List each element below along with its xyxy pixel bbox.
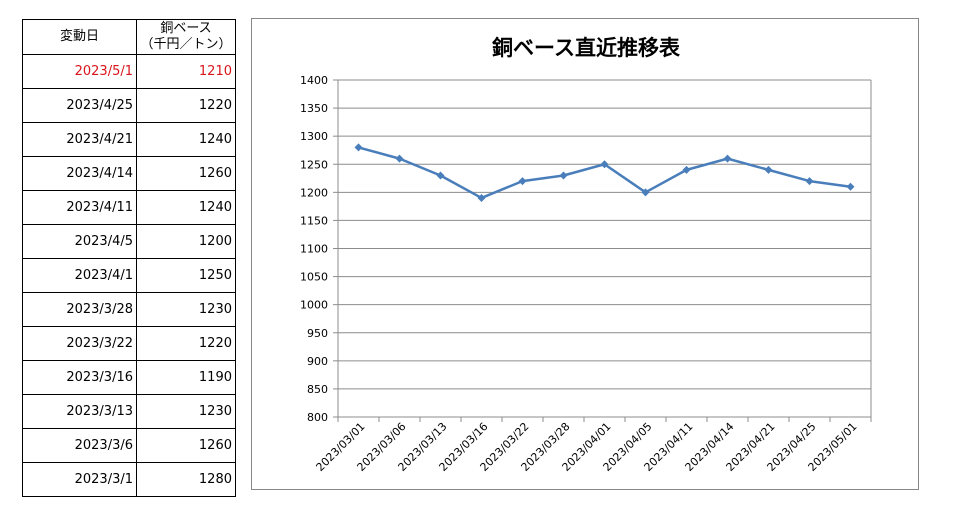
table-row: 2023/3/22 1220 xyxy=(22,326,236,361)
table-row: 2023/3/16 1190 xyxy=(22,360,236,395)
data-point-marker xyxy=(600,160,609,169)
cell-date: 2023/3/16 xyxy=(22,360,137,395)
cell-price: 1220 xyxy=(136,88,236,123)
y-tick-label: 900 xyxy=(307,355,328,368)
cell-price: 1230 xyxy=(136,394,236,429)
cell-date: 2023/3/6 xyxy=(22,428,137,463)
cell-price: 1240 xyxy=(136,190,236,225)
table-row: 2023/3/1 1280 xyxy=(22,462,236,497)
cell-date: 2023/4/1 xyxy=(22,258,137,293)
data-point-marker xyxy=(764,165,773,174)
table-header-row: 変動日 銅ベース （千円／トン） xyxy=(22,19,236,55)
table-row: 2023/4/21 1240 xyxy=(22,122,236,157)
cell-date: 2023/4/14 xyxy=(22,156,137,191)
cell-date: 2023/5/1 xyxy=(22,54,137,89)
cell-date: 2023/3/13 xyxy=(22,394,137,429)
y-tick-label: 1150 xyxy=(300,214,328,227)
cell-price: 1190 xyxy=(136,360,236,395)
y-tick-label: 1050 xyxy=(300,271,328,284)
cell-price: 1260 xyxy=(136,428,236,463)
data-point-marker xyxy=(805,177,814,186)
cell-date: 2023/3/1 xyxy=(22,462,137,497)
table-row: 2023/4/5 1200 xyxy=(22,224,236,259)
data-point-marker xyxy=(395,154,404,163)
chart-container: 銅ベース直近推移表 800 850 900 950 1000 1050 1100 1150 12… xyxy=(251,18,919,490)
cell-date: 2023/3/28 xyxy=(22,292,137,327)
series-line xyxy=(358,146,851,200)
data-point-marker xyxy=(641,188,650,197)
table-row: 2023/4/11 1240 xyxy=(22,190,236,225)
cell-price: 1260 xyxy=(136,156,236,191)
cell-date: 2023/3/22 xyxy=(22,326,137,361)
cell-date: 2023/4/11 xyxy=(22,190,137,225)
y-tick-label: 1100 xyxy=(300,243,328,256)
cell-price: 1210 xyxy=(136,54,236,89)
cell-date: 2023/4/5 xyxy=(22,224,137,259)
y-tick-label: 1350 xyxy=(300,102,328,115)
cell-price: 1220 xyxy=(136,326,236,361)
cell-date: 2023/4/25 xyxy=(22,88,137,123)
header-price: 銅ベース （千円／トン） xyxy=(136,19,236,55)
header-price-line2: （千円／トン） xyxy=(140,37,232,52)
y-tick-label: 800 xyxy=(307,411,328,424)
y-tick-label: 950 xyxy=(307,327,328,340)
cell-price: 1230 xyxy=(136,292,236,327)
header-date: 変動日 xyxy=(22,19,137,55)
data-point-marker xyxy=(354,143,363,152)
y-tick-label: 1400 xyxy=(300,74,328,87)
y-tick-label: 850 xyxy=(307,383,328,396)
table-row: 2023/5/1 1210 xyxy=(22,54,236,89)
data-point-marker xyxy=(846,182,855,191)
cell-price: 1240 xyxy=(136,122,236,157)
chart-title: 銅ベース直近推移表 xyxy=(492,36,681,60)
table-row: 2023/4/25 1220 xyxy=(22,88,236,123)
data-point-marker xyxy=(436,171,445,180)
table-row: 2023/3/13 1230 xyxy=(22,394,236,429)
data-point-marker xyxy=(682,165,691,174)
y-tick-label: 1300 xyxy=(300,130,328,143)
y-tick-label: 1000 xyxy=(300,299,328,312)
cell-price: 1200 xyxy=(136,224,236,259)
y-tick-label: 1200 xyxy=(300,186,328,199)
data-point-marker xyxy=(723,154,732,163)
cell-price: 1280 xyxy=(136,462,236,497)
y-tick-label: 1250 xyxy=(300,158,328,171)
table-row: 2023/3/28 1230 xyxy=(22,292,236,327)
data-point-marker xyxy=(518,177,527,186)
table-row: 2023/4/1 1250 xyxy=(22,258,236,293)
header-price-line1: 銅ベース xyxy=(160,21,212,36)
price-table: 変動日 銅ベース （千円／トン） 2023/5/1 1210 2023/4/25 1… xyxy=(22,19,236,497)
data-point-marker xyxy=(559,171,568,180)
cell-price: 1250 xyxy=(136,258,236,293)
cell-date: 2023/4/21 xyxy=(22,122,137,157)
table-row: 2023/3/6 1260 xyxy=(22,428,236,463)
data-point-marker xyxy=(477,193,486,202)
line-chart: 銅ベース直近推移表 800 850 900 950 1000 1050 1100 1150 12… xyxy=(300,36,872,474)
table-row: 2023/4/14 1260 xyxy=(22,156,236,191)
